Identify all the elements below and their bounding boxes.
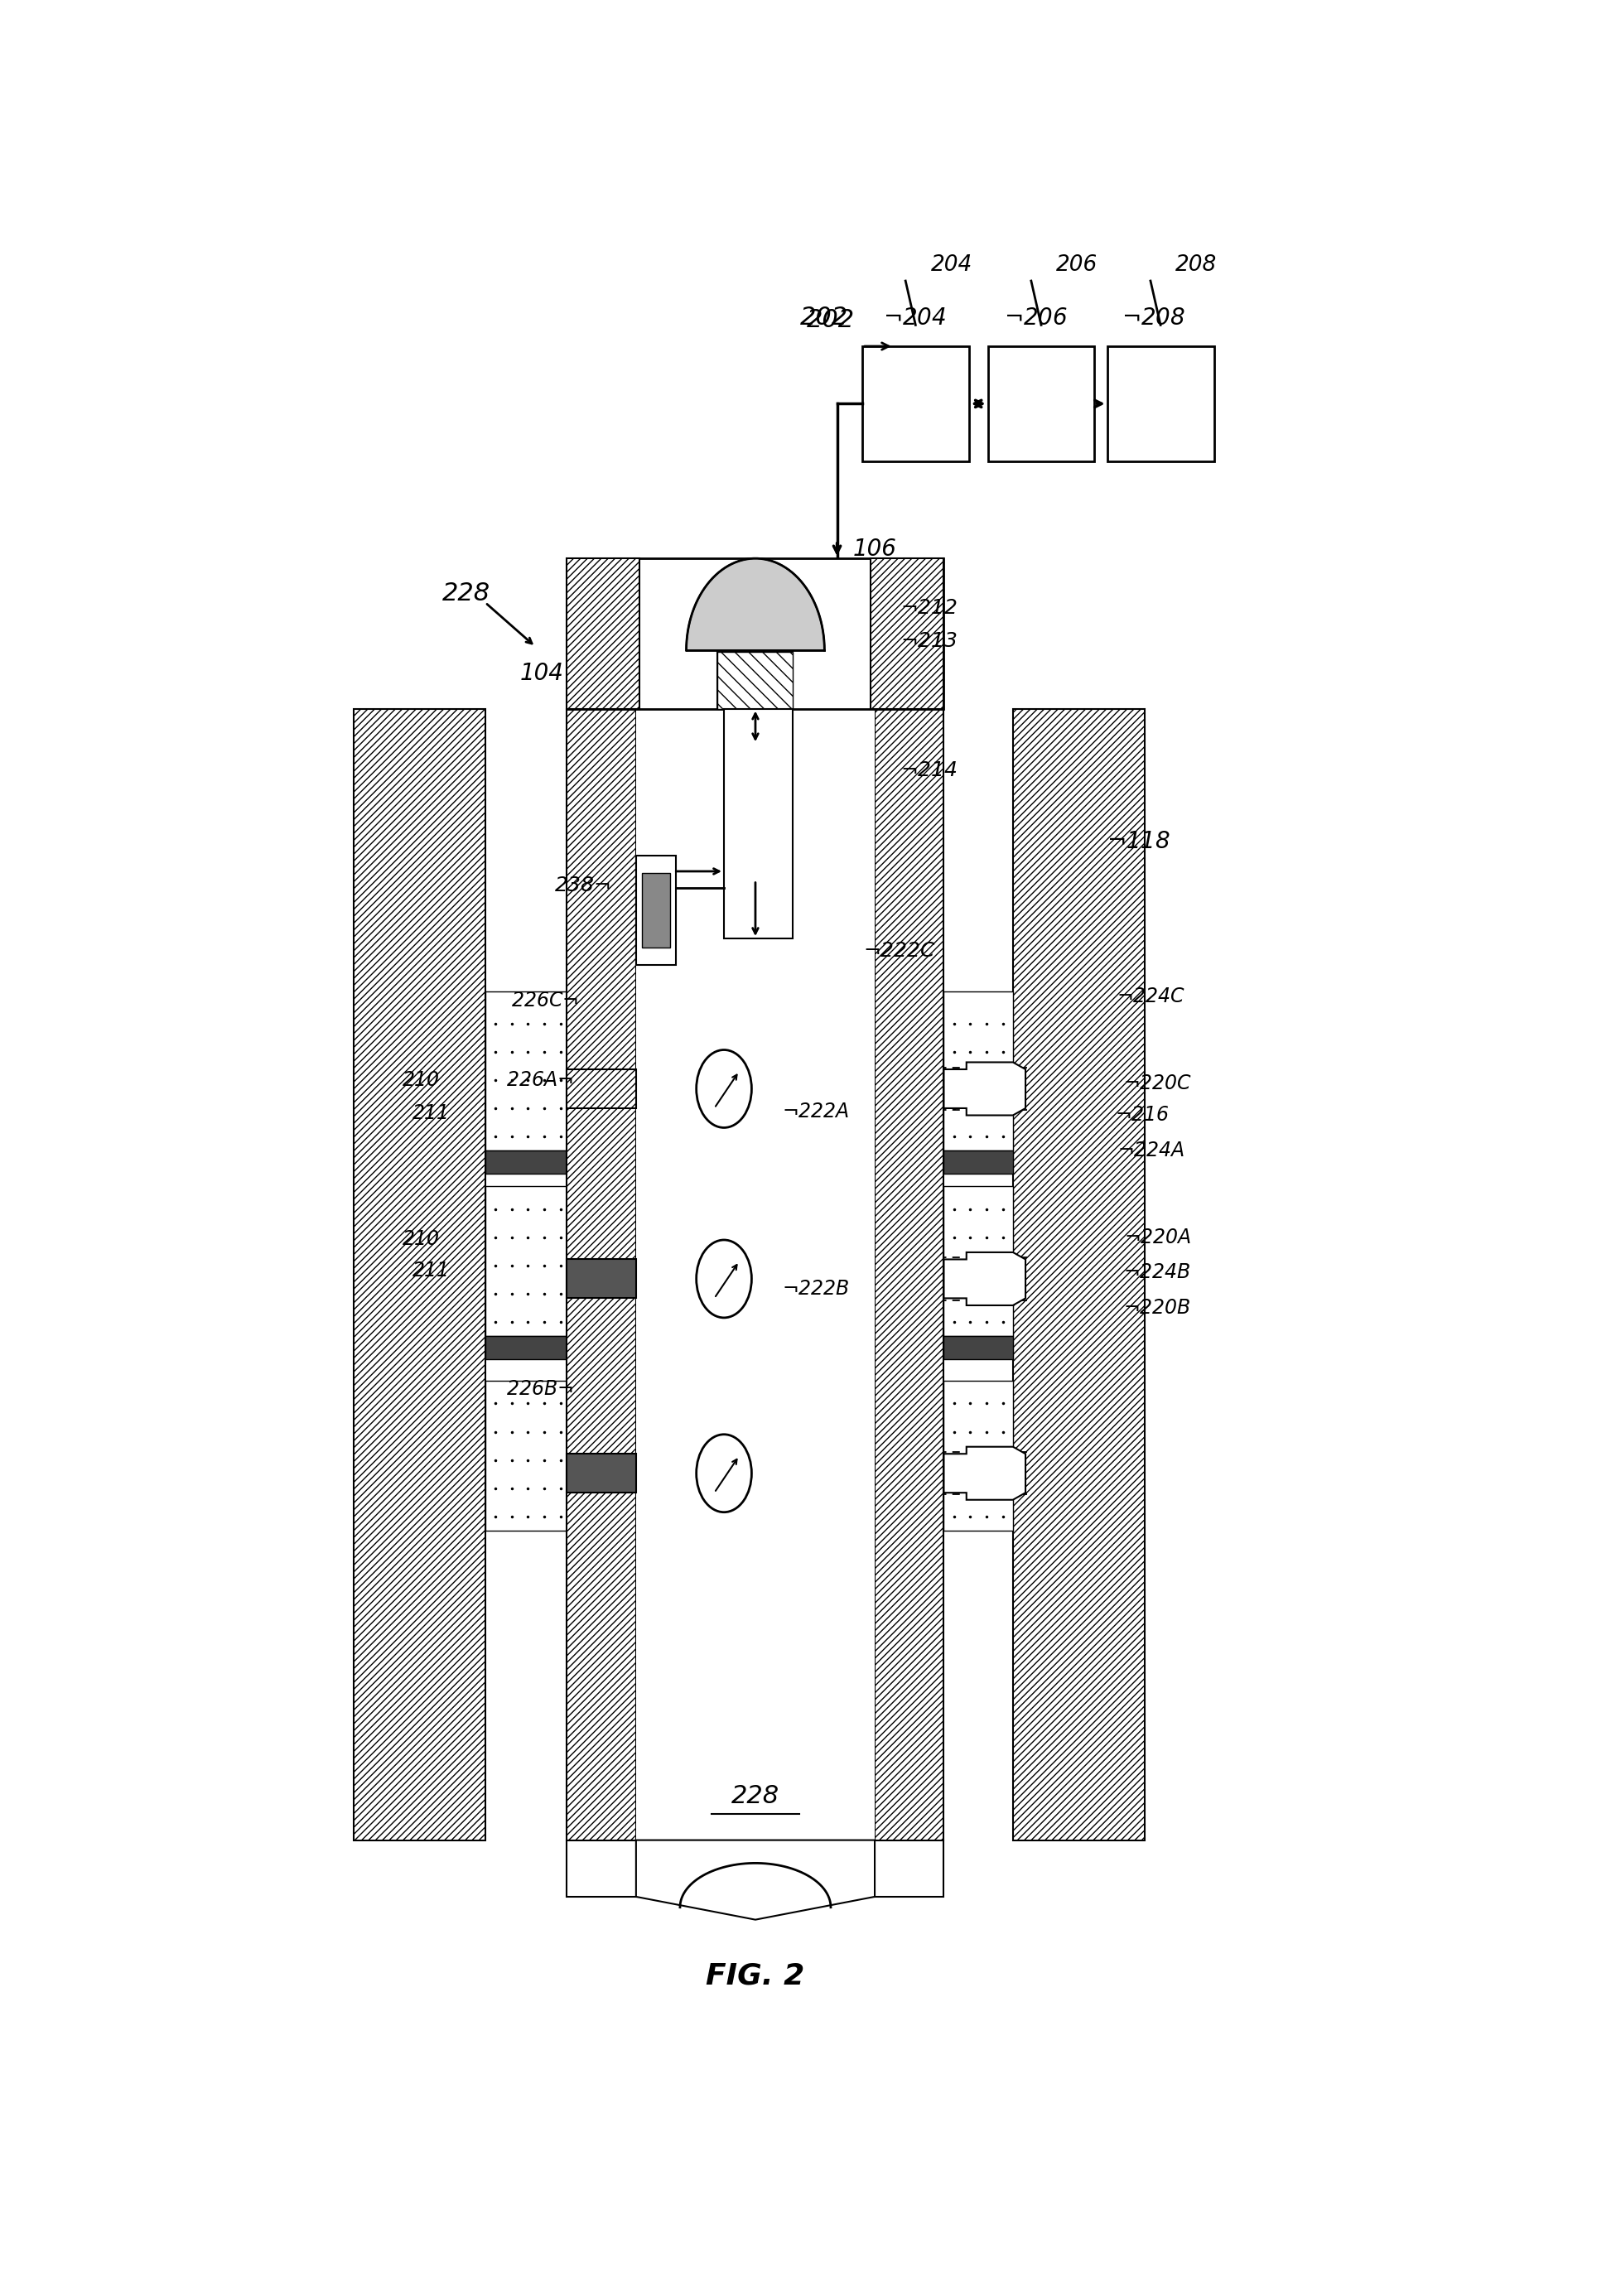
Text: $\neg$214: $\neg$214 — [900, 760, 958, 781]
Text: 226B$\neg$: 226B$\neg$ — [506, 1380, 572, 1398]
Text: 106: 106 — [853, 537, 896, 560]
Bar — [642, 872, 669, 948]
Bar — [485, 992, 567, 1150]
Polygon shape — [686, 558, 825, 650]
Text: $\neg$118: $\neg$118 — [1107, 829, 1170, 852]
Text: $\neg$222B: $\neg$222B — [781, 1279, 849, 1300]
Bar — [485, 1380, 567, 1531]
Bar — [485, 1336, 567, 1359]
Text: 226A$\neg$: 226A$\neg$ — [506, 1070, 572, 1091]
Polygon shape — [943, 1063, 1026, 1116]
Text: $\neg$206: $\neg$206 — [1003, 305, 1067, 331]
Bar — [875, 709, 943, 1839]
Text: $\neg$224B: $\neg$224B — [1123, 1263, 1191, 1283]
Bar — [567, 1261, 635, 1297]
Bar — [718, 652, 793, 709]
Text: $\neg$220A: $\neg$220A — [1123, 1228, 1191, 1247]
Polygon shape — [943, 1446, 1026, 1499]
Text: $\neg$213: $\neg$213 — [900, 631, 958, 652]
Text: $\neg$222A: $\neg$222A — [781, 1102, 849, 1123]
Text: $\neg$220B: $\neg$220B — [1123, 1297, 1191, 1318]
Circle shape — [697, 1240, 752, 1318]
Text: $\neg$222C: $\neg$222C — [864, 941, 937, 960]
Text: 104: 104 — [520, 661, 564, 684]
Text: 238$\neg$: 238$\neg$ — [554, 875, 609, 895]
Text: $\neg$224C: $\neg$224C — [1117, 987, 1185, 1006]
Text: 210: 210 — [402, 1228, 439, 1249]
Text: 206: 206 — [1057, 255, 1097, 276]
Bar — [943, 1150, 1013, 1173]
Bar — [567, 1070, 635, 1109]
Bar — [567, 558, 640, 709]
Text: 226C$\neg$: 226C$\neg$ — [511, 990, 577, 1010]
Bar — [567, 709, 635, 1839]
Bar — [635, 709, 875, 1839]
Bar — [862, 347, 969, 461]
Bar — [1013, 709, 1144, 1839]
Text: 228: 228 — [443, 581, 491, 606]
Bar — [567, 1839, 943, 1896]
Text: 211: 211 — [413, 1261, 451, 1281]
Circle shape — [697, 1049, 752, 1127]
Text: 228: 228 — [731, 1784, 780, 1807]
Bar — [725, 709, 793, 939]
Bar — [987, 347, 1094, 461]
Bar — [943, 1336, 1013, 1359]
Text: 204: 204 — [930, 255, 973, 276]
Bar — [1107, 347, 1214, 461]
Text: $\neg$212: $\neg$212 — [900, 597, 958, 618]
Text: $\neg$204: $\neg$204 — [883, 305, 947, 331]
Polygon shape — [635, 1839, 875, 1919]
Text: $\neg$220C: $\neg$220C — [1123, 1075, 1191, 1093]
Polygon shape — [943, 1251, 1026, 1306]
Bar — [567, 1453, 635, 1492]
Text: 208: 208 — [1175, 255, 1217, 276]
Text: $\neg$208: $\neg$208 — [1122, 305, 1185, 331]
Text: 210: 210 — [402, 1070, 439, 1091]
Bar — [635, 856, 676, 964]
Text: $\neg$216: $\neg$216 — [1115, 1104, 1170, 1125]
Circle shape — [697, 1435, 752, 1513]
Bar — [485, 1187, 567, 1336]
Text: 202: 202 — [801, 305, 848, 331]
Bar — [353, 709, 485, 1839]
Bar — [943, 1380, 1013, 1531]
Text: 211: 211 — [413, 1104, 451, 1123]
Text: $\neg$224A: $\neg$224A — [1117, 1141, 1185, 1159]
Bar — [485, 1150, 567, 1173]
Bar — [870, 558, 943, 709]
Bar — [943, 992, 1013, 1150]
Bar — [943, 1187, 1013, 1336]
Text: 202: 202 — [807, 308, 854, 331]
Text: FIG. 2: FIG. 2 — [707, 1963, 804, 1991]
Bar — [567, 558, 943, 709]
Bar — [718, 652, 793, 709]
